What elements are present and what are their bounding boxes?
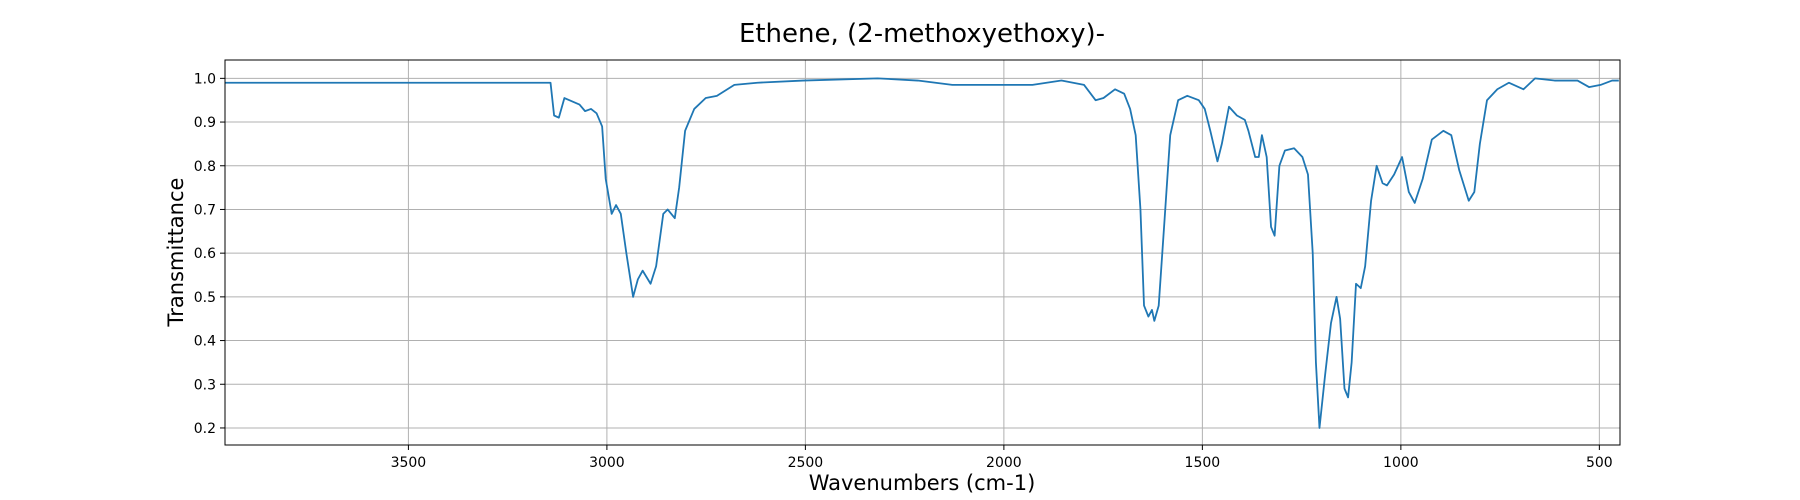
x-tick-label: 500 — [1586, 455, 1613, 471]
x-tick-label: 1500 — [1185, 455, 1221, 471]
spectrum-line — [225, 77, 1619, 429]
chart-title: Ethene, (2-methoxyethoxy)- — [739, 19, 1105, 49]
y-tick-label: 0.3 — [194, 377, 216, 393]
y-tick-label: 0.7 — [194, 202, 216, 218]
x-tick-label: 1000 — [1383, 455, 1419, 471]
y-axis-label: Transmittance — [164, 178, 188, 328]
x-tick-label: 2000 — [986, 455, 1022, 471]
y-tick-label: 0.5 — [194, 290, 216, 306]
y-tick-label: 0.9 — [194, 115, 216, 131]
y-tick-label: 1.0 — [194, 71, 216, 87]
plot-frame — [224, 59, 1621, 446]
x-tick-label: 3000 — [589, 455, 625, 471]
y-tick-label: 0.4 — [194, 334, 216, 350]
x-axis-label: Wavenumbers (cm-1) — [809, 471, 1036, 495]
x-tick-label: 3500 — [391, 455, 427, 471]
x-tick-label: 2500 — [788, 455, 824, 471]
y-tick-label: 0.6 — [194, 246, 216, 262]
y-tick-label: 0.2 — [194, 421, 216, 437]
y-tick-label: 0.8 — [194, 159, 216, 175]
